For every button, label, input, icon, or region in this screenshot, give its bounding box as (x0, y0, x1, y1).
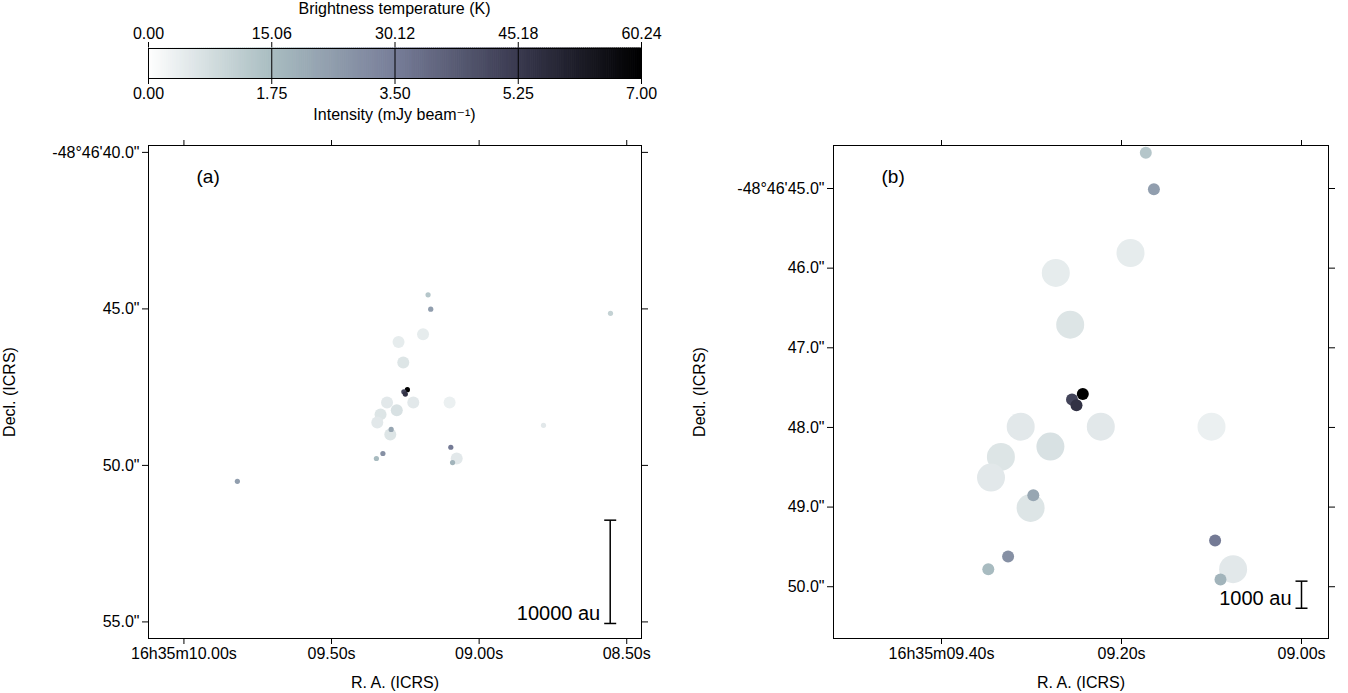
svg-text:R. A. (ICRS): R. A. (ICRS) (351, 674, 439, 691)
html-text:Brightness temperature (K): Brightness temperature (K) (298, 0, 491, 17)
svg-text:49.0": 49.0" (788, 498, 825, 515)
svg-text:30.12: 30.12 (375, 25, 415, 42)
svg-text:Decl. (ICRS): Decl. (ICRS) (691, 347, 708, 437)
svg-text:Decl. (ICRS): Decl. (ICRS) (1, 347, 18, 437)
svg-text:10000 au: 10000 au (517, 602, 600, 624)
svg-text:3.50: 3.50 (379, 85, 410, 102)
svg-text:47.0": 47.0" (788, 339, 825, 356)
svg-text:09.50s: 09.50s (308, 645, 356, 662)
svg-text:16h35m09.40s: 16h35m09.40s (889, 645, 995, 662)
html-text:Intensity (mJy beam⁻¹): Intensity (mJy beam⁻¹) (313, 106, 476, 123)
svg-text:(a): (a) (197, 166, 220, 187)
svg-text:45.0": 45.0" (103, 300, 140, 317)
svg-text:5.25: 5.25 (503, 85, 534, 102)
svg-text:7.00: 7.00 (626, 85, 657, 102)
svg-text:46.0": 46.0" (788, 259, 825, 276)
svg-text:50.0": 50.0" (103, 457, 140, 474)
svg-text:60.24: 60.24 (621, 25, 661, 42)
svg-text:0.00: 0.00 (133, 25, 164, 42)
svg-text:0.00: 0.00 (133, 85, 164, 102)
svg-text:55.0": 55.0" (103, 613, 140, 630)
svg-text:48.0": 48.0" (788, 419, 825, 436)
svg-text:15.06: 15.06 (252, 25, 292, 42)
svg-text:09.00s: 09.00s (455, 645, 503, 662)
svg-text:09.00s: 09.00s (1277, 645, 1325, 662)
svg-text:-48°46'45.0": -48°46'45.0" (737, 180, 824, 197)
svg-text:09.20s: 09.20s (1097, 645, 1145, 662)
svg-text:45.18: 45.18 (498, 25, 538, 42)
svg-text:(b): (b) (882, 166, 905, 187)
svg-text:50.0": 50.0" (788, 578, 825, 595)
svg-text:08.50s: 08.50s (603, 645, 651, 662)
svg-text:1.75: 1.75 (256, 85, 287, 102)
svg-text:R. A. (ICRS): R. A. (ICRS) (1037, 674, 1125, 691)
svg-text:16h35m10.00s: 16h35m10.00s (131, 645, 237, 662)
svg-text:-48°46'40.0": -48°46'40.0" (52, 144, 139, 161)
svg-text:1000 au: 1000 au (1219, 587, 1291, 609)
